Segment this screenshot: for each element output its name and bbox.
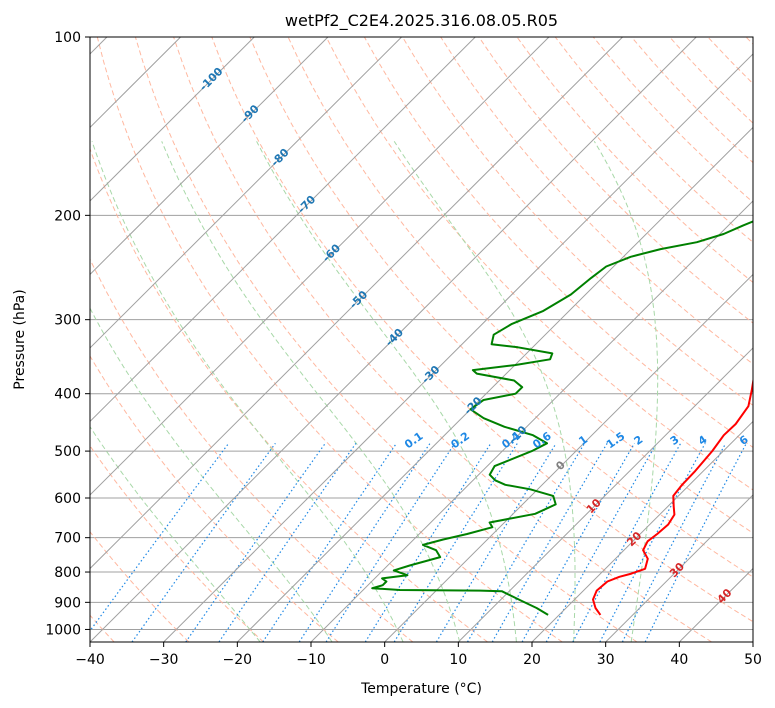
isotherm-line: [90, 37, 476, 423]
moist-adiabat: [90, 307, 333, 642]
y-tick-label: 800: [54, 565, 81, 581]
isotherm-line: [310, 200, 753, 642]
isotherm-line: [90, 37, 623, 570]
y-axis: 100 200 300 400 500 600 700 800 900 1000: [45, 30, 90, 638]
moist-adiabat: [91, 141, 404, 642]
dry-adiabat: [516, 37, 753, 284]
dry-adiabat: [249, 37, 753, 578]
mixing-ratio-line: [521, 442, 636, 642]
mixing-ratio-line: [466, 442, 586, 642]
dry-adiabat: [96, 37, 563, 642]
x-tick-label: 40: [670, 652, 688, 668]
mixing-ratio-line: [262, 442, 397, 642]
y-tick-label: 700: [54, 531, 81, 547]
mixing-ratio-line: [298, 442, 431, 642]
mixing-ratio-line: [364, 442, 492, 642]
isotherm-line: [236, 126, 753, 642]
mixing-ratio-line: [131, 442, 276, 642]
dewpoint-profile-line: [371, 220, 753, 616]
y-tick-label: 200: [54, 208, 81, 224]
isotherms: [90, 37, 753, 642]
mixing-ratio-line: [218, 442, 357, 642]
mixing-ratio-lines: [90, 442, 747, 642]
dry-adiabat: [402, 37, 753, 406]
x-tick-label: 20: [523, 652, 541, 668]
mixing-ratio-line: [185, 442, 326, 642]
temperature-profile-line: [592, 376, 753, 616]
isotherm-line: [163, 53, 753, 642]
plot-area: -100-90-80-70-60-50-40-30-20-10010203040…: [90, 37, 753, 642]
isotherm-line: [605, 494, 753, 642]
y-tick-label: 600: [54, 491, 81, 507]
mixing-ratio-line: [545, 443, 658, 642]
plot-frame: [89, 36, 754, 643]
moist-adiabat: [256, 141, 517, 642]
dry-adiabat: [90, 445, 264, 642]
mixing-ratio-line: [491, 442, 608, 642]
x-tick-label: −40: [75, 652, 105, 668]
moist-adiabat: [393, 141, 576, 642]
mixing-ratio-line: [572, 443, 682, 642]
dry-adiabat: [211, 37, 753, 623]
dry-adiabat: [90, 147, 488, 642]
x-tick-label: 50: [744, 652, 762, 668]
dry-adiabat: [134, 37, 638, 642]
x-tick-label: −20: [223, 652, 253, 668]
x-tick-label: −10: [296, 652, 326, 668]
sounding-profiles: [371, 220, 753, 616]
dry-adiabat: [90, 355, 339, 642]
x-tick-label: −30: [149, 652, 179, 668]
isotherm-line: [90, 37, 697, 642]
y-tick-label: 500: [54, 444, 81, 460]
chart-title: wetPf2_C2E4.2025.316.08.05.R05: [285, 11, 558, 31]
x-axis-title: Temperature (°C): [360, 681, 482, 697]
dry-adiabat: [325, 37, 753, 491]
x-tick-label: 10: [449, 652, 467, 668]
isotherm-line: [384, 273, 753, 642]
isotherm-line: [90, 37, 329, 276]
dry-adiabat: [173, 37, 712, 642]
y-axis-title: Pressure (hPa): [12, 289, 28, 389]
x-axis: −40 −30 −20 −10 0 10 20 30 40 50: [75, 642, 762, 668]
mixing-ratio-line: [325, 442, 456, 642]
mixing-ratio-line: [90, 442, 230, 632]
y-tick-label: 900: [54, 595, 81, 611]
isotherm-line: [90, 37, 255, 202]
mixing-ratio-line: [435, 442, 557, 642]
y-tick-label: 100: [54, 30, 81, 46]
dry-adiabat: [90, 530, 190, 642]
y-tick-label: 300: [54, 313, 81, 329]
y-tick-label: 400: [54, 387, 81, 403]
isotherm-line: [457, 347, 753, 642]
moist-adiabat: [90, 425, 261, 642]
dry-adiabat: [440, 37, 753, 365]
isotherm-line: [90, 37, 402, 349]
moist-adiabat: [161, 141, 461, 642]
y-tick-label: 1000: [45, 622, 81, 638]
isotherm-line: [90, 37, 550, 496]
moist-adiabat: [593, 141, 659, 642]
moist-adiabats: [90, 141, 659, 642]
x-tick-label: 30: [597, 652, 615, 668]
isotherm-line: [531, 420, 753, 642]
pressure-gridlines: [90, 37, 753, 630]
x-tick-label: 0: [380, 652, 389, 668]
